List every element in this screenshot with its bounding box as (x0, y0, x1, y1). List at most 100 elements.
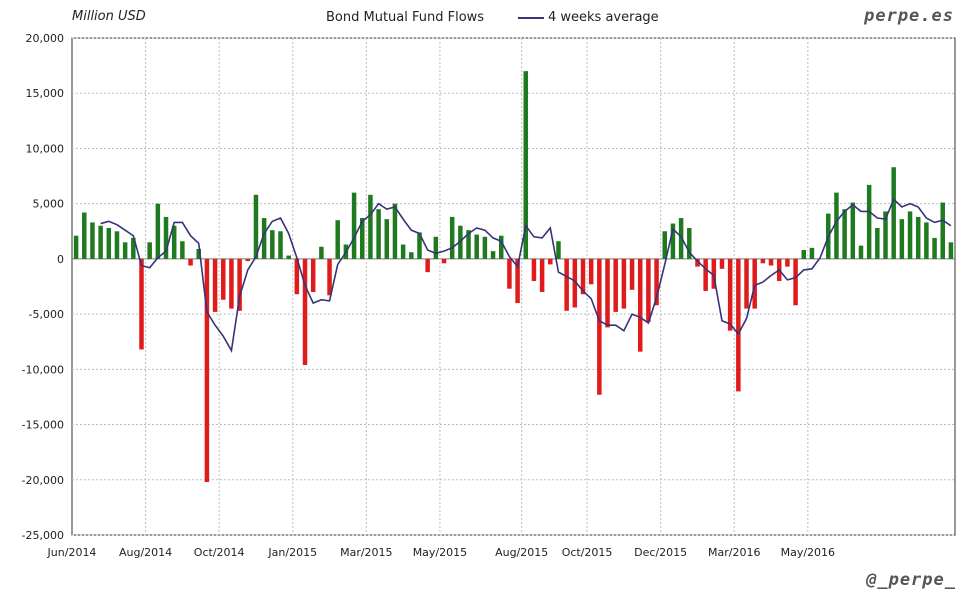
inflow-bar (801, 250, 806, 259)
inflow-bar (171, 225, 177, 259)
inflow-bar (392, 203, 398, 259)
outflow-bar (621, 258, 627, 309)
outflow-bar (310, 258, 316, 293)
inflow-bar (466, 230, 471, 259)
inflow-bar (147, 242, 152, 259)
x-tick-label: Jun/2014 (47, 546, 97, 559)
legend: 4 weeks average (518, 10, 659, 25)
inflow-bar (90, 222, 95, 259)
inflow-bar (163, 216, 169, 259)
outflow-bar (785, 258, 790, 267)
inflow-bar (932, 237, 937, 259)
inflow-bar (850, 202, 856, 259)
inflow-bar (866, 184, 872, 259)
outflow-bar (564, 258, 569, 311)
outflow-bar (212, 258, 218, 312)
outflow-bar (768, 258, 774, 266)
outflow-bar (515, 258, 520, 304)
y-tick-label: 5,000 (33, 198, 65, 211)
inflow-bar (122, 242, 128, 259)
outflow-bar (425, 258, 430, 273)
inflow-bar (474, 234, 479, 259)
outflow-bar (188, 258, 193, 266)
outflow-bar (654, 258, 659, 306)
inflow-bar (155, 203, 161, 259)
x-tick-label: Oct/2014 (194, 546, 245, 559)
y-tick-label: 0 (57, 253, 64, 266)
inflow-bar (842, 209, 847, 259)
inflow-bar (73, 235, 79, 259)
outflow-bar (507, 258, 512, 289)
outflow-bar (793, 258, 798, 306)
inflow-bar (875, 227, 880, 259)
inflow-bar (834, 192, 839, 259)
outflow-bar (294, 258, 300, 295)
y-tick-label: 15,000 (26, 87, 65, 100)
inflow-bar (131, 237, 136, 259)
inflow-bar (360, 218, 365, 259)
inflow-bar (899, 219, 905, 259)
inflow-bar (490, 251, 496, 259)
inflow-bar (286, 255, 291, 259)
brand-watermark: perpe.es (864, 6, 954, 26)
inflow-bar (891, 167, 896, 259)
inflow-bar (948, 242, 954, 259)
x-tick-label: May/2016 (781, 546, 835, 559)
y-tick-label: -5,000 (29, 308, 64, 321)
outflow-bar (572, 258, 578, 308)
x-tick-label: Aug/2015 (495, 546, 548, 559)
inflow-bar (82, 212, 87, 259)
inflow-bar (924, 222, 929, 259)
x-tick-label: Mar/2016 (708, 546, 760, 559)
inflow-bar (809, 247, 815, 259)
inflow-bar (858, 245, 864, 259)
outflow-bar (221, 258, 226, 300)
outflow-bar (204, 258, 210, 482)
chart-title: Bond Mutual Fund Flows (326, 10, 485, 25)
outflow-bar (613, 258, 618, 312)
outflow-bar (588, 258, 594, 285)
outflow-bar (727, 258, 733, 331)
x-tick-label: May/2015 (413, 546, 467, 559)
inflow-bar (98, 225, 103, 259)
inflow-bar (253, 194, 259, 259)
inflow-bar (114, 231, 120, 259)
inflow-bar (400, 244, 406, 259)
inflow-bar (384, 219, 390, 259)
y-axis-ticks: 20,000 15,000 10,000 5,000 0 -5,000 -10,000 -15… (22, 32, 64, 542)
inflow-bar (351, 192, 357, 259)
bar-series (73, 71, 954, 482)
inflow-bar (940, 202, 945, 259)
inflow-bar (523, 71, 529, 259)
outflow-bar (548, 258, 553, 265)
inflow-bar (180, 241, 185, 259)
inflow-bar (417, 232, 422, 259)
inflow-bar (433, 236, 439, 259)
y-tick-label: 20,000 (26, 32, 65, 45)
outflow-bar (245, 258, 251, 262)
inflow-bar (907, 211, 913, 259)
inflow-bar (883, 211, 888, 259)
inflow-bar (261, 218, 267, 259)
outflow-bar (327, 258, 332, 296)
y-axis-unit-label: Million USD (72, 9, 146, 24)
inflow-bar (278, 231, 283, 259)
x-tick-label: Oct/2015 (562, 546, 613, 559)
y-tick-label: 10,000 (26, 142, 65, 155)
inflow-bar (368, 194, 373, 259)
legend-line-swatch (518, 16, 544, 19)
y-tick-label: -20,000 (22, 474, 64, 487)
outflow-bar (637, 258, 643, 352)
y-tick-label: -15,000 (22, 419, 64, 432)
y-tick-label: -25,000 (22, 529, 64, 542)
y-tick-label: -10,000 (22, 363, 64, 376)
outflow-bar (229, 258, 234, 309)
inflow-bar (319, 246, 324, 259)
outflow-bar (703, 258, 708, 291)
outflow-bar (629, 258, 635, 290)
inflow-bar (498, 235, 504, 259)
inflow-bar (915, 216, 921, 259)
outflow-bar (580, 258, 586, 295)
inflow-bar (482, 236, 488, 259)
